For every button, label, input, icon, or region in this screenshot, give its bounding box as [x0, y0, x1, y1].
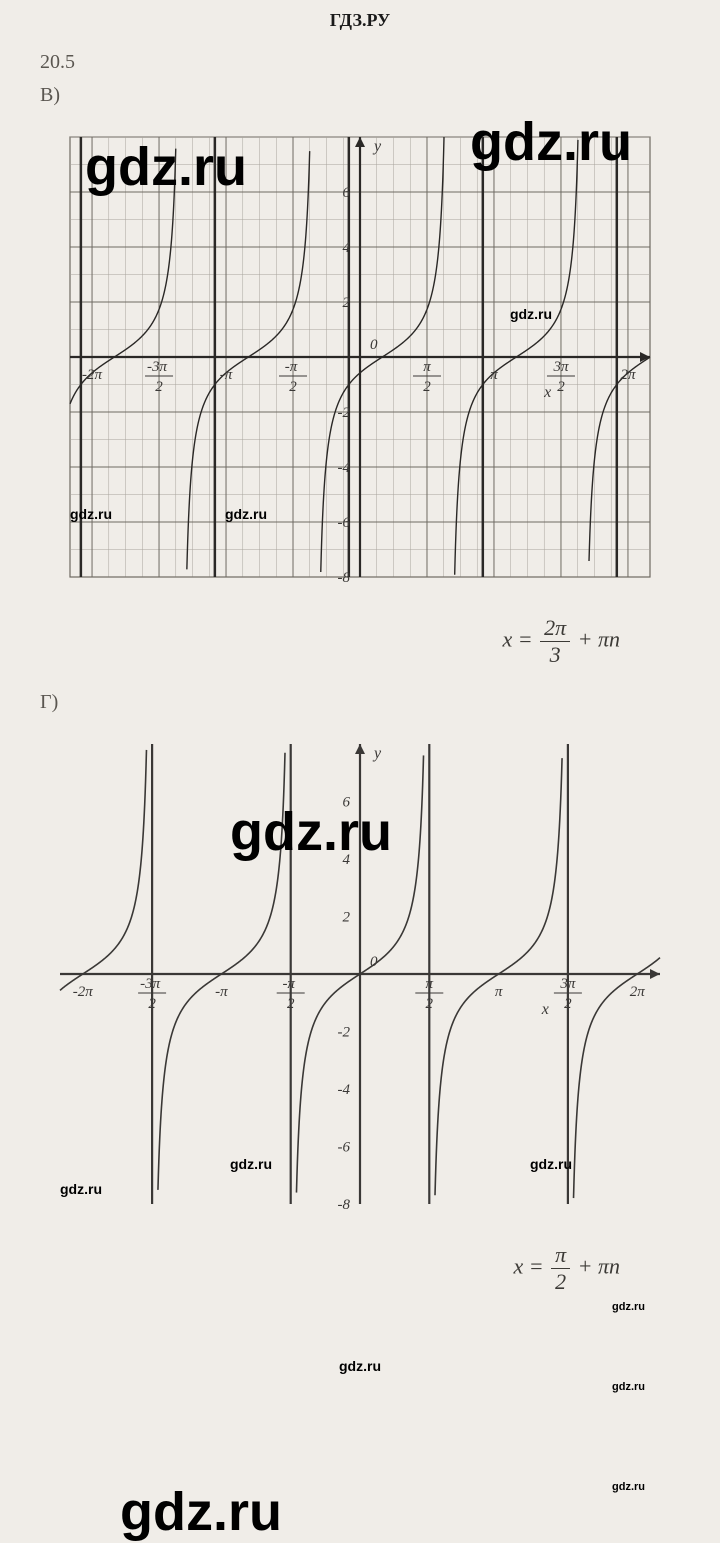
- svg-text:2: 2: [343, 295, 351, 311]
- svg-text:0: 0: [370, 954, 378, 970]
- svg-text:π: π: [490, 367, 498, 383]
- svg-text:-π: -π: [215, 984, 228, 1000]
- svg-text:y: y: [372, 745, 382, 762]
- svg-text:-6: -6: [338, 1140, 351, 1156]
- svg-text:-8: -8: [338, 570, 351, 586]
- watermark: gdz.ru: [612, 1481, 645, 1493]
- svg-text:-2: -2: [338, 405, 351, 421]
- svg-text:2π: 2π: [630, 984, 646, 1000]
- svg-text:6: 6: [343, 795, 351, 811]
- svg-text:π: π: [423, 359, 431, 375]
- svg-text:-2: -2: [338, 1025, 351, 1041]
- svg-text:0: 0: [370, 337, 378, 353]
- svg-text:2: 2: [423, 379, 431, 395]
- watermark: gdz.ru: [120, 1481, 282, 1543]
- page-body: 20.5 В) -2π-3π2-π-π20π2π3π22π-8-6-4-2246…: [0, 51, 720, 1348]
- svg-text:2: 2: [155, 379, 163, 395]
- svg-text:-π: -π: [285, 359, 298, 375]
- svg-text:-π: -π: [282, 976, 295, 992]
- watermark: gdz.ru: [612, 1301, 645, 1313]
- svg-text:6: 6: [343, 185, 351, 201]
- chart-g: -2π-3π2-π-π20π2π3π22π-8-6-4-2246xy: [40, 724, 680, 1224]
- svg-text:-π: -π: [220, 367, 233, 383]
- svg-text:-8: -8: [338, 1197, 351, 1213]
- svg-text:x: x: [541, 1001, 549, 1018]
- svg-text:2: 2: [148, 996, 156, 1012]
- svg-text:2: 2: [287, 996, 295, 1012]
- svg-text:-2π: -2π: [73, 984, 93, 1000]
- svg-text:2: 2: [343, 910, 351, 926]
- svg-text:x: x: [543, 384, 551, 401]
- chart-v: -2π-3π2-π-π20π2π3π22π-8-6-4-2246xy: [50, 117, 670, 597]
- svg-text:2: 2: [557, 379, 565, 395]
- part-g-label: Г): [40, 691, 680, 714]
- svg-text:2: 2: [426, 996, 434, 1012]
- svg-text:-3π: -3π: [140, 976, 160, 992]
- svg-text:π: π: [426, 976, 434, 992]
- svg-text:-3π: -3π: [147, 359, 167, 375]
- svg-text:2: 2: [564, 996, 572, 1012]
- formula-v: x = 2π3 + πn: [40, 617, 680, 666]
- svg-text:-4: -4: [338, 460, 351, 476]
- page-footer: gdz.ru: [0, 1348, 720, 1384]
- svg-text:4: 4: [343, 240, 351, 256]
- problem-number: 20.5: [40, 51, 680, 74]
- svg-text:-4: -4: [338, 1082, 351, 1098]
- part-v-label: В): [40, 84, 680, 107]
- svg-text:-2π: -2π: [82, 367, 102, 383]
- svg-text:y: y: [372, 138, 382, 155]
- svg-text:2π: 2π: [620, 367, 636, 383]
- svg-text:4: 4: [343, 852, 351, 868]
- formula-g: x = π2 + πn: [40, 1244, 680, 1293]
- svg-text:2: 2: [289, 379, 297, 395]
- svg-text:3π: 3π: [552, 359, 569, 375]
- svg-text:π: π: [495, 984, 503, 1000]
- svg-text:3π: 3π: [559, 976, 576, 992]
- page-header: ГДЗ.РУ: [0, 0, 720, 51]
- svg-text:-6: -6: [338, 515, 351, 531]
